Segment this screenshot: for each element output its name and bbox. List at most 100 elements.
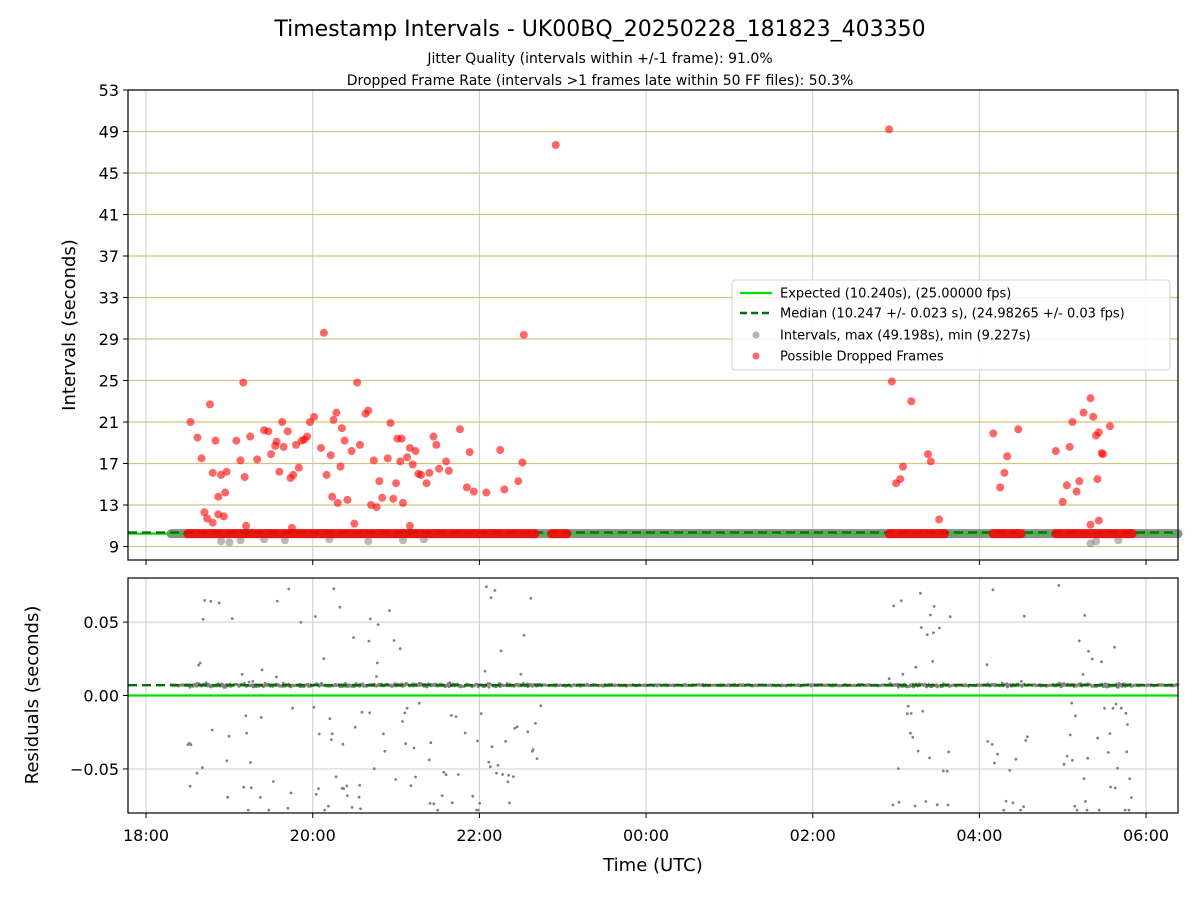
intervals-ytick-label-7: 37	[99, 247, 119, 266]
dropped-point-42	[336, 462, 345, 471]
residual-point-368	[392, 639, 396, 642]
dropped-point-20	[272, 437, 281, 446]
dropped-point-59	[392, 479, 401, 488]
residuals-panel: −0.05 0.00 0.05 18:00 20:00 22:00 00:00 02:00 04…	[70, 577, 1180, 845]
residual-point-1135	[921, 709, 925, 713]
dropped-point-34	[317, 443, 326, 452]
residual-point-1289	[1019, 808, 1022, 812]
residual-point-1418	[1097, 808, 1101, 812]
dropped-point-28	[294, 463, 303, 472]
x-tick-label-6: 06:00	[1123, 826, 1169, 845]
dropped-point-13	[240, 472, 249, 481]
residual-point-1388	[1081, 673, 1085, 676]
dropped-point-53	[372, 503, 381, 512]
dropped-point-97	[989, 429, 998, 438]
residual-point-339	[375, 675, 378, 678]
residual-point-1478	[1129, 796, 1133, 799]
residual-point-1466	[1124, 711, 1128, 715]
x-tick-label-1: 20:00	[290, 826, 336, 845]
residual-point-1282	[1014, 757, 1018, 761]
intervals-frame	[127, 89, 1179, 561]
dropped-point-128	[1094, 516, 1103, 525]
residual-point-196	[291, 706, 294, 710]
intervals-ytick-label-2: 17	[99, 455, 119, 474]
x-tick-label-3: 00:00	[623, 826, 669, 845]
residual-point-1347	[1058, 681, 1061, 685]
residual-point-1157	[932, 605, 936, 608]
residual-point-327	[368, 711, 372, 715]
dropped-point-23	[279, 442, 288, 451]
chart-subtitle-dropped: Dropped Frame Rate (intervals >1 frames …	[347, 73, 854, 89]
residual-point-503	[476, 739, 479, 743]
residual-point-474	[456, 773, 460, 776]
dropped-point-69	[417, 470, 426, 479]
dropped-point-44	[340, 436, 349, 445]
residual-point-1354	[1062, 762, 1066, 766]
dropped-point-84	[514, 477, 523, 486]
dropped-point-110	[1086, 394, 1095, 403]
dropped-point-5	[211, 436, 220, 445]
dropped-point-92	[899, 462, 907, 471]
residual-point-325	[367, 639, 371, 643]
residual-point-1097	[901, 672, 905, 676]
residual-point-434	[432, 802, 436, 806]
residual-point-405	[414, 775, 417, 779]
dropped-point-100	[1003, 452, 1012, 461]
residual-point-1415	[1096, 736, 1100, 740]
residual-point-1394	[1084, 800, 1087, 803]
dropped-point-67	[411, 447, 420, 456]
residual-point-429	[429, 741, 433, 745]
residual-point-1428	[1103, 682, 1107, 686]
dropped-point-6	[214, 492, 223, 501]
residual-point-148	[260, 668, 264, 672]
residual-point-427	[428, 802, 432, 805]
residual-point-87	[225, 759, 229, 763]
residual-point-523	[487, 685, 491, 689]
residual-point-92	[227, 734, 231, 738]
residual-point-118	[244, 714, 248, 718]
x-tick-label-5: 04:00	[956, 826, 1002, 845]
dropped-point-72	[429, 432, 438, 441]
dropped-point-50	[364, 406, 373, 415]
residual-point-274	[338, 605, 342, 609]
legend-swatch-intervals	[752, 331, 760, 339]
residual-point-1364	[1068, 733, 1072, 737]
residual-point-454	[444, 773, 448, 777]
intervals-ytick-label-11: 53	[99, 81, 119, 100]
dropped-point-36	[322, 470, 331, 479]
residual-point-542	[496, 764, 500, 767]
dropped-point-126	[405, 521, 414, 530]
dropped-point-24	[283, 427, 292, 436]
residual-point-1106	[906, 704, 910, 708]
dropped-point-47	[353, 378, 362, 387]
dropped-point-64	[403, 453, 412, 462]
residual-point-598	[529, 597, 533, 600]
residual-point-287	[345, 784, 349, 788]
residual-point-1407	[1090, 657, 1094, 661]
residual-point-555	[504, 740, 507, 743]
x-tick-label-2: 22:00	[456, 826, 502, 845]
dropped-point-88	[885, 125, 894, 134]
residual-point-1081	[892, 604, 896, 608]
intervals-ytick-label-1: 13	[99, 496, 119, 515]
residual-point-402	[412, 746, 416, 750]
residual-point-527	[489, 765, 492, 769]
dropped-point-56	[383, 454, 392, 463]
residual-point-1375	[1074, 714, 1077, 718]
residual-point-1401	[1087, 649, 1090, 653]
residual-point-1140	[924, 800, 928, 803]
dropped-point-17	[264, 427, 273, 436]
residual-point-130	[249, 786, 253, 790]
residual-point-63	[209, 599, 213, 603]
residual-point-459	[448, 681, 452, 685]
dropped-point-43	[337, 424, 346, 433]
dropped-point-109	[1079, 408, 1088, 417]
interval-point-6	[364, 537, 373, 546]
dropped-point-120	[208, 518, 217, 527]
dropped-point-117	[1105, 422, 1114, 431]
residual-point-128	[249, 761, 252, 764]
residual-point-1369	[1071, 758, 1074, 762]
dropped-point-123	[242, 521, 251, 530]
dropped-point-114	[1093, 475, 1102, 484]
intervals-ytick-label-3: 21	[99, 413, 119, 432]
